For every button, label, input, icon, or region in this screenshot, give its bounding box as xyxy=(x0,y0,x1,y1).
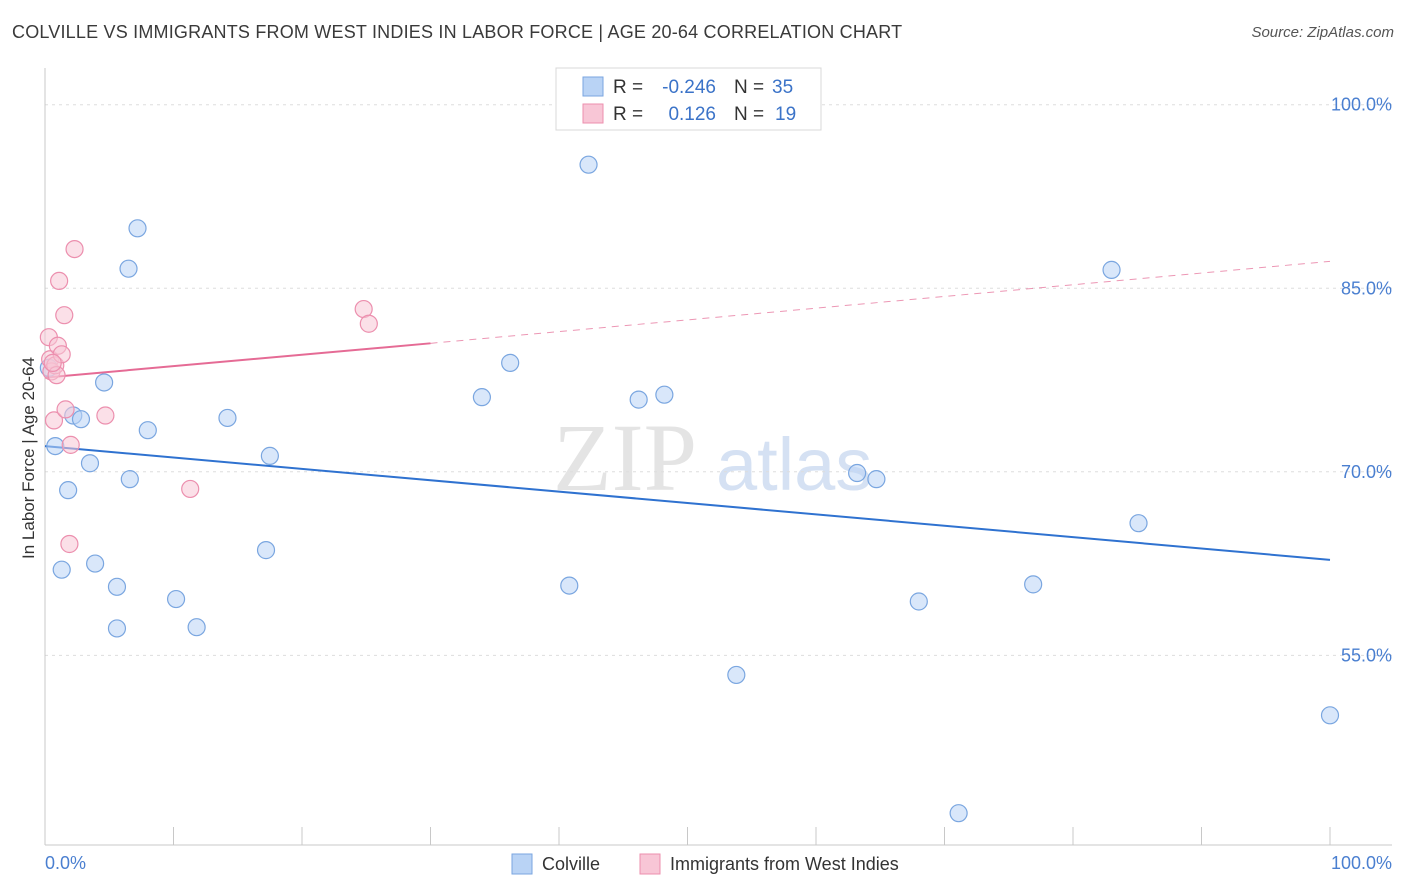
west-indies-point xyxy=(60,534,79,554)
y-tick-label: 85.0% xyxy=(1341,278,1392,298)
west-indies-point xyxy=(55,306,74,325)
west-indies-trend-line xyxy=(44,342,431,379)
west-indies-point xyxy=(96,406,115,425)
legend-n-label-pink: N = xyxy=(734,104,764,125)
x-tick-label-min: 0.0% xyxy=(45,853,86,873)
watermark-zip: ZIP xyxy=(553,404,697,511)
colville-point xyxy=(46,436,65,456)
colville-point xyxy=(629,390,648,409)
colville-point xyxy=(1129,514,1148,533)
colville-point xyxy=(560,576,579,595)
colville-point xyxy=(472,388,491,407)
colville-point xyxy=(107,577,127,596)
colville-point xyxy=(59,481,78,500)
y-axis-label: In Labor Force | Age 20-64 xyxy=(19,357,38,559)
colville-point xyxy=(86,554,105,573)
colville-point xyxy=(120,470,139,489)
y-tick-label: 100.0% xyxy=(1331,95,1392,115)
colville-point xyxy=(95,373,114,392)
colville-point xyxy=(128,219,147,238)
west-indies-point xyxy=(44,411,64,430)
y-tick-labels: 55.0% 70.0% 85.0% 100.0% xyxy=(1331,95,1392,666)
stats-legend: R = -0.246 N = 35 R = 0.126 N = 19 xyxy=(555,67,822,131)
legend-r-label-pink: R = xyxy=(613,104,643,125)
west-indies-point xyxy=(61,435,80,454)
series-legend-label-west-indies: Immigrants from West Indies xyxy=(670,854,899,874)
trend-lines xyxy=(44,260,1331,561)
colville-point xyxy=(187,618,206,637)
colville-point xyxy=(727,665,746,685)
colville-point xyxy=(218,408,237,428)
colville-point xyxy=(655,385,674,404)
legend-swatch-pink xyxy=(582,103,604,124)
x-ticks xyxy=(173,827,1331,845)
y-tick-label: 70.0% xyxy=(1341,462,1392,482)
series-legend-swatch-colville xyxy=(511,853,533,875)
source-label: Source: ZipAtlas.com xyxy=(1251,24,1394,41)
legend-r-value-pink: 0.126 xyxy=(668,104,716,125)
colville-point xyxy=(501,353,520,372)
legend-n-value-pink: 19 xyxy=(775,104,796,125)
colville-point xyxy=(1102,260,1121,279)
series-legend-label-colville: Colville xyxy=(542,854,600,874)
colville-point xyxy=(260,446,279,465)
colville-point xyxy=(909,592,928,611)
west-indies-point xyxy=(50,271,69,291)
grid-lines xyxy=(45,104,1392,656)
legend-r-label-blue: R = xyxy=(613,77,643,98)
legend-swatch-blue xyxy=(582,76,604,97)
watermark-atlas: atlas xyxy=(716,423,872,506)
colville-point xyxy=(1024,575,1043,594)
west-indies-trend-extension xyxy=(430,260,1331,344)
colville-point xyxy=(119,259,138,278)
west-indies-point xyxy=(181,479,200,499)
colville-point xyxy=(107,619,127,638)
colville-point xyxy=(848,463,867,483)
colville-point xyxy=(256,541,276,560)
colville-point xyxy=(579,155,598,174)
colville-point xyxy=(949,804,968,823)
legend-n-label-blue: N = xyxy=(734,77,764,98)
west-indies-point xyxy=(56,400,75,419)
legend-n-value-blue: 35 xyxy=(772,77,793,98)
legend-r-value-blue: -0.246 xyxy=(662,77,716,98)
colville-points xyxy=(39,155,1340,823)
series-legend-swatch-west-indies xyxy=(639,853,661,875)
chart-title: COLVILLE VS IMMIGRANTS FROM WEST INDIES … xyxy=(12,22,903,42)
west-indies-points xyxy=(39,239,378,554)
west-indies-point xyxy=(359,314,378,333)
colville-point xyxy=(52,560,71,579)
west-indies-point xyxy=(65,239,84,259)
colville-point xyxy=(166,589,186,609)
colville-point xyxy=(71,410,91,429)
colville-point xyxy=(867,470,886,489)
colville-point xyxy=(1320,706,1340,725)
series-legend: Colville Immigrants from West Indies xyxy=(511,853,899,875)
colville-point xyxy=(80,454,100,473)
y-tick-label: 55.0% xyxy=(1341,645,1392,665)
colville-trend-line xyxy=(44,445,1331,561)
west-indies-point xyxy=(43,353,62,372)
colville-point xyxy=(138,421,157,440)
x-tick-label-max: 100.0% xyxy=(1331,853,1392,873)
